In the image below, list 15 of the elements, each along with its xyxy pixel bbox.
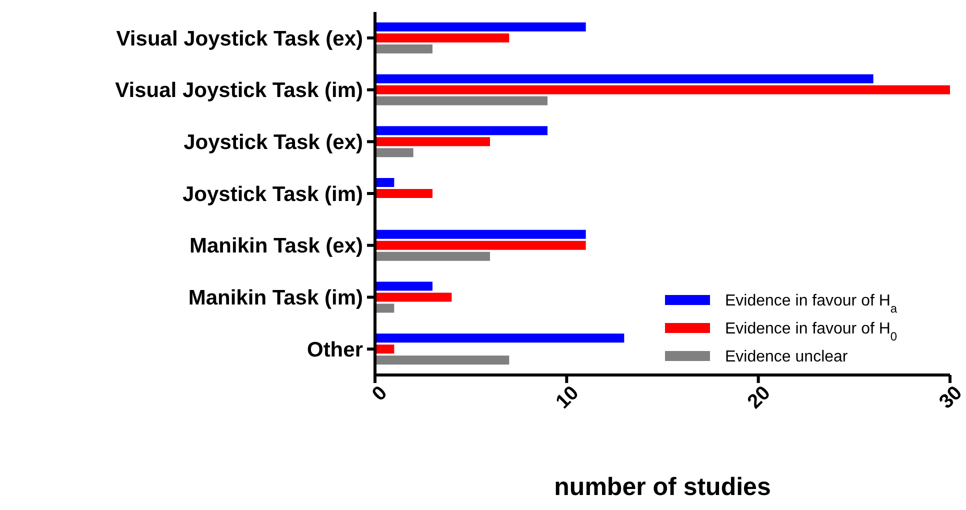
- y-tick-label: Other: [306, 338, 363, 362]
- y-tick-label: Visual Joystick Task (im): [115, 79, 363, 102]
- x-tick-label: 10: [552, 382, 584, 414]
- x-axis-title: number of studies: [554, 473, 771, 501]
- y-tick-label: Joystick Task (ex): [184, 130, 363, 154]
- y-tick-label: Visual Joystick Task (ex): [116, 27, 363, 50]
- y-tick-label: Joystick Task (im): [182, 182, 363, 206]
- x-tick-label: 30: [935, 382, 966, 414]
- legend-label: Evidence unclear: [725, 348, 848, 366]
- x-tick-label: 20: [744, 382, 775, 414]
- legend-label: Evidence in favour of H$_{a}$: [725, 292, 898, 316]
- legend-label: Evidence in favour of H$_{0}$: [725, 320, 898, 344]
- y-tick-label: Manikin Task (ex): [190, 234, 363, 258]
- y-tick-label: Manikin Task (im): [188, 286, 363, 310]
- x-tick-label: 0: [368, 382, 392, 406]
